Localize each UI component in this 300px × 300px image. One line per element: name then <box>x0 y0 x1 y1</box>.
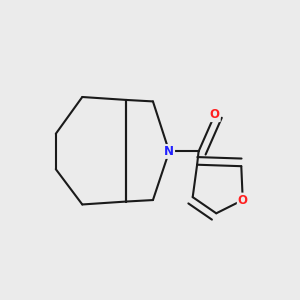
Text: N: N <box>164 145 174 158</box>
Text: O: O <box>210 108 220 121</box>
Text: O: O <box>238 194 248 207</box>
